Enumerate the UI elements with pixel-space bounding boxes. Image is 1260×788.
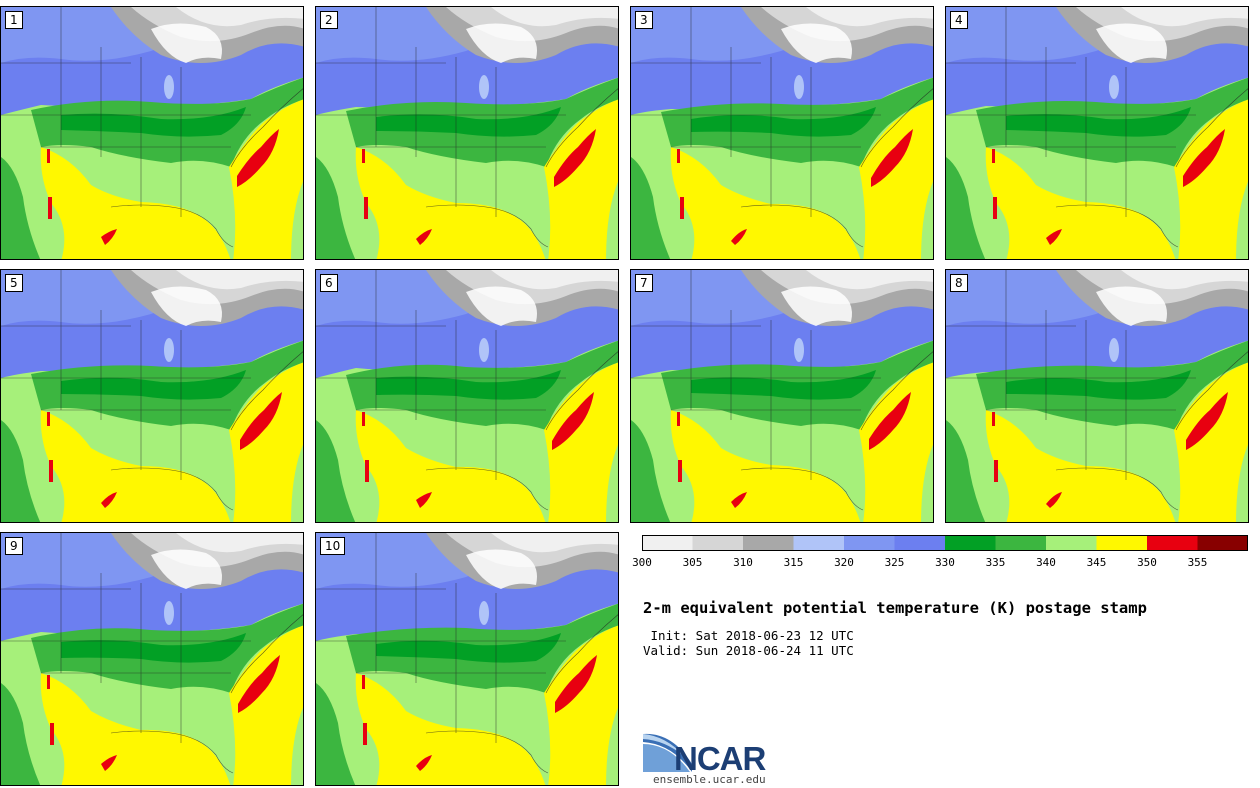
colorbar-swatch <box>844 535 895 551</box>
temperature-map <box>1 270 303 522</box>
temperature-map <box>316 270 618 522</box>
member-number-label: 5 <box>5 274 23 292</box>
colorbar-tick-label: 345 <box>1086 556 1107 569</box>
ensemble-member-panel: 1 <box>0 6 304 260</box>
valid-time: Valid: Sun 2018-06-24 11 UTC <box>643 643 854 658</box>
ensemble-member-panel: 3 <box>630 6 934 260</box>
ensemble-member-panel: 9 <box>0 532 304 786</box>
colorbar-tick-label: 315 <box>783 556 804 569</box>
colorbar-swatch <box>1046 535 1097 551</box>
colorbar-swatch <box>894 535 946 551</box>
colorbar-swatch <box>945 535 996 551</box>
map-title: 2-m equivalent potential temperature (K)… <box>643 599 1147 617</box>
colorbar-tick-label: 325 <box>884 556 905 569</box>
colorbar-swatch <box>1147 535 1198 551</box>
member-number-label: 9 <box>5 537 23 555</box>
colorbar-tick-label: 335 <box>985 556 1006 569</box>
member-number-label: 10 <box>320 537 346 555</box>
colorbar-tick-label: 340 <box>1036 556 1056 569</box>
member-number-label: 4 <box>950 11 968 29</box>
colorbar-swatch <box>1197 535 1248 551</box>
temperature-map <box>316 7 618 259</box>
colorbar-tick-label: 300 <box>632 556 652 569</box>
temperature-map <box>1 533 303 785</box>
colorbar-swatch <box>995 535 1047 551</box>
colorbar-tick-label: 350 <box>1137 556 1157 569</box>
init-time: Init: Sat 2018-06-23 12 UTC <box>643 628 854 643</box>
member-number-label: 1 <box>5 11 23 29</box>
ensemble-member-panel: 10 <box>315 532 619 786</box>
temperature-map <box>316 533 618 785</box>
colorbar-tick-label: 305 <box>682 556 703 569</box>
member-number-label: 3 <box>635 11 653 29</box>
ensemble-member-panel: 5 <box>0 269 304 523</box>
colorbar-swatch <box>642 535 693 551</box>
temperature-map <box>631 7 933 259</box>
temperature-map <box>631 270 933 522</box>
ncar-logo-icon <box>643 733 692 772</box>
colorbar-swatch <box>743 535 794 551</box>
logo-url: ensemble.ucar.edu <box>653 773 766 786</box>
ensemble-member-panel: 6 <box>315 269 619 523</box>
member-number-label: 7 <box>635 274 653 292</box>
ensemble-member-panel: 8 <box>945 269 1249 523</box>
temperature-map <box>946 7 1248 259</box>
colorbar-swatch <box>793 535 845 551</box>
member-number-label: 6 <box>320 274 338 292</box>
temperature-map <box>946 270 1248 522</box>
colorbar-border <box>642 535 1248 551</box>
colorbar-tick-labels: 300 305 310 315 320 325 330 335 340 345 350 355 <box>632 556 1260 572</box>
colorbar-swatch <box>1096 535 1148 551</box>
colorbar-tick-label: 355 <box>1187 556 1208 569</box>
colorbar-tick-label: 320 <box>834 556 854 569</box>
member-number-label: 8 <box>950 274 968 292</box>
temperature-map <box>1 7 303 259</box>
logo-wordmark: NCAR <box>674 740 766 777</box>
ensemble-member-panel: 4 <box>945 6 1249 260</box>
ensemble-member-panel: 7 <box>630 269 934 523</box>
colorbar-tick-label: 310 <box>733 556 753 569</box>
colorbar-tick-label: 330 <box>935 556 955 569</box>
ensemble-member-panel: 2 <box>315 6 619 260</box>
colorbar <box>642 535 1248 551</box>
member-number-label: 2 <box>320 11 338 29</box>
colorbar-swatch <box>692 535 744 551</box>
